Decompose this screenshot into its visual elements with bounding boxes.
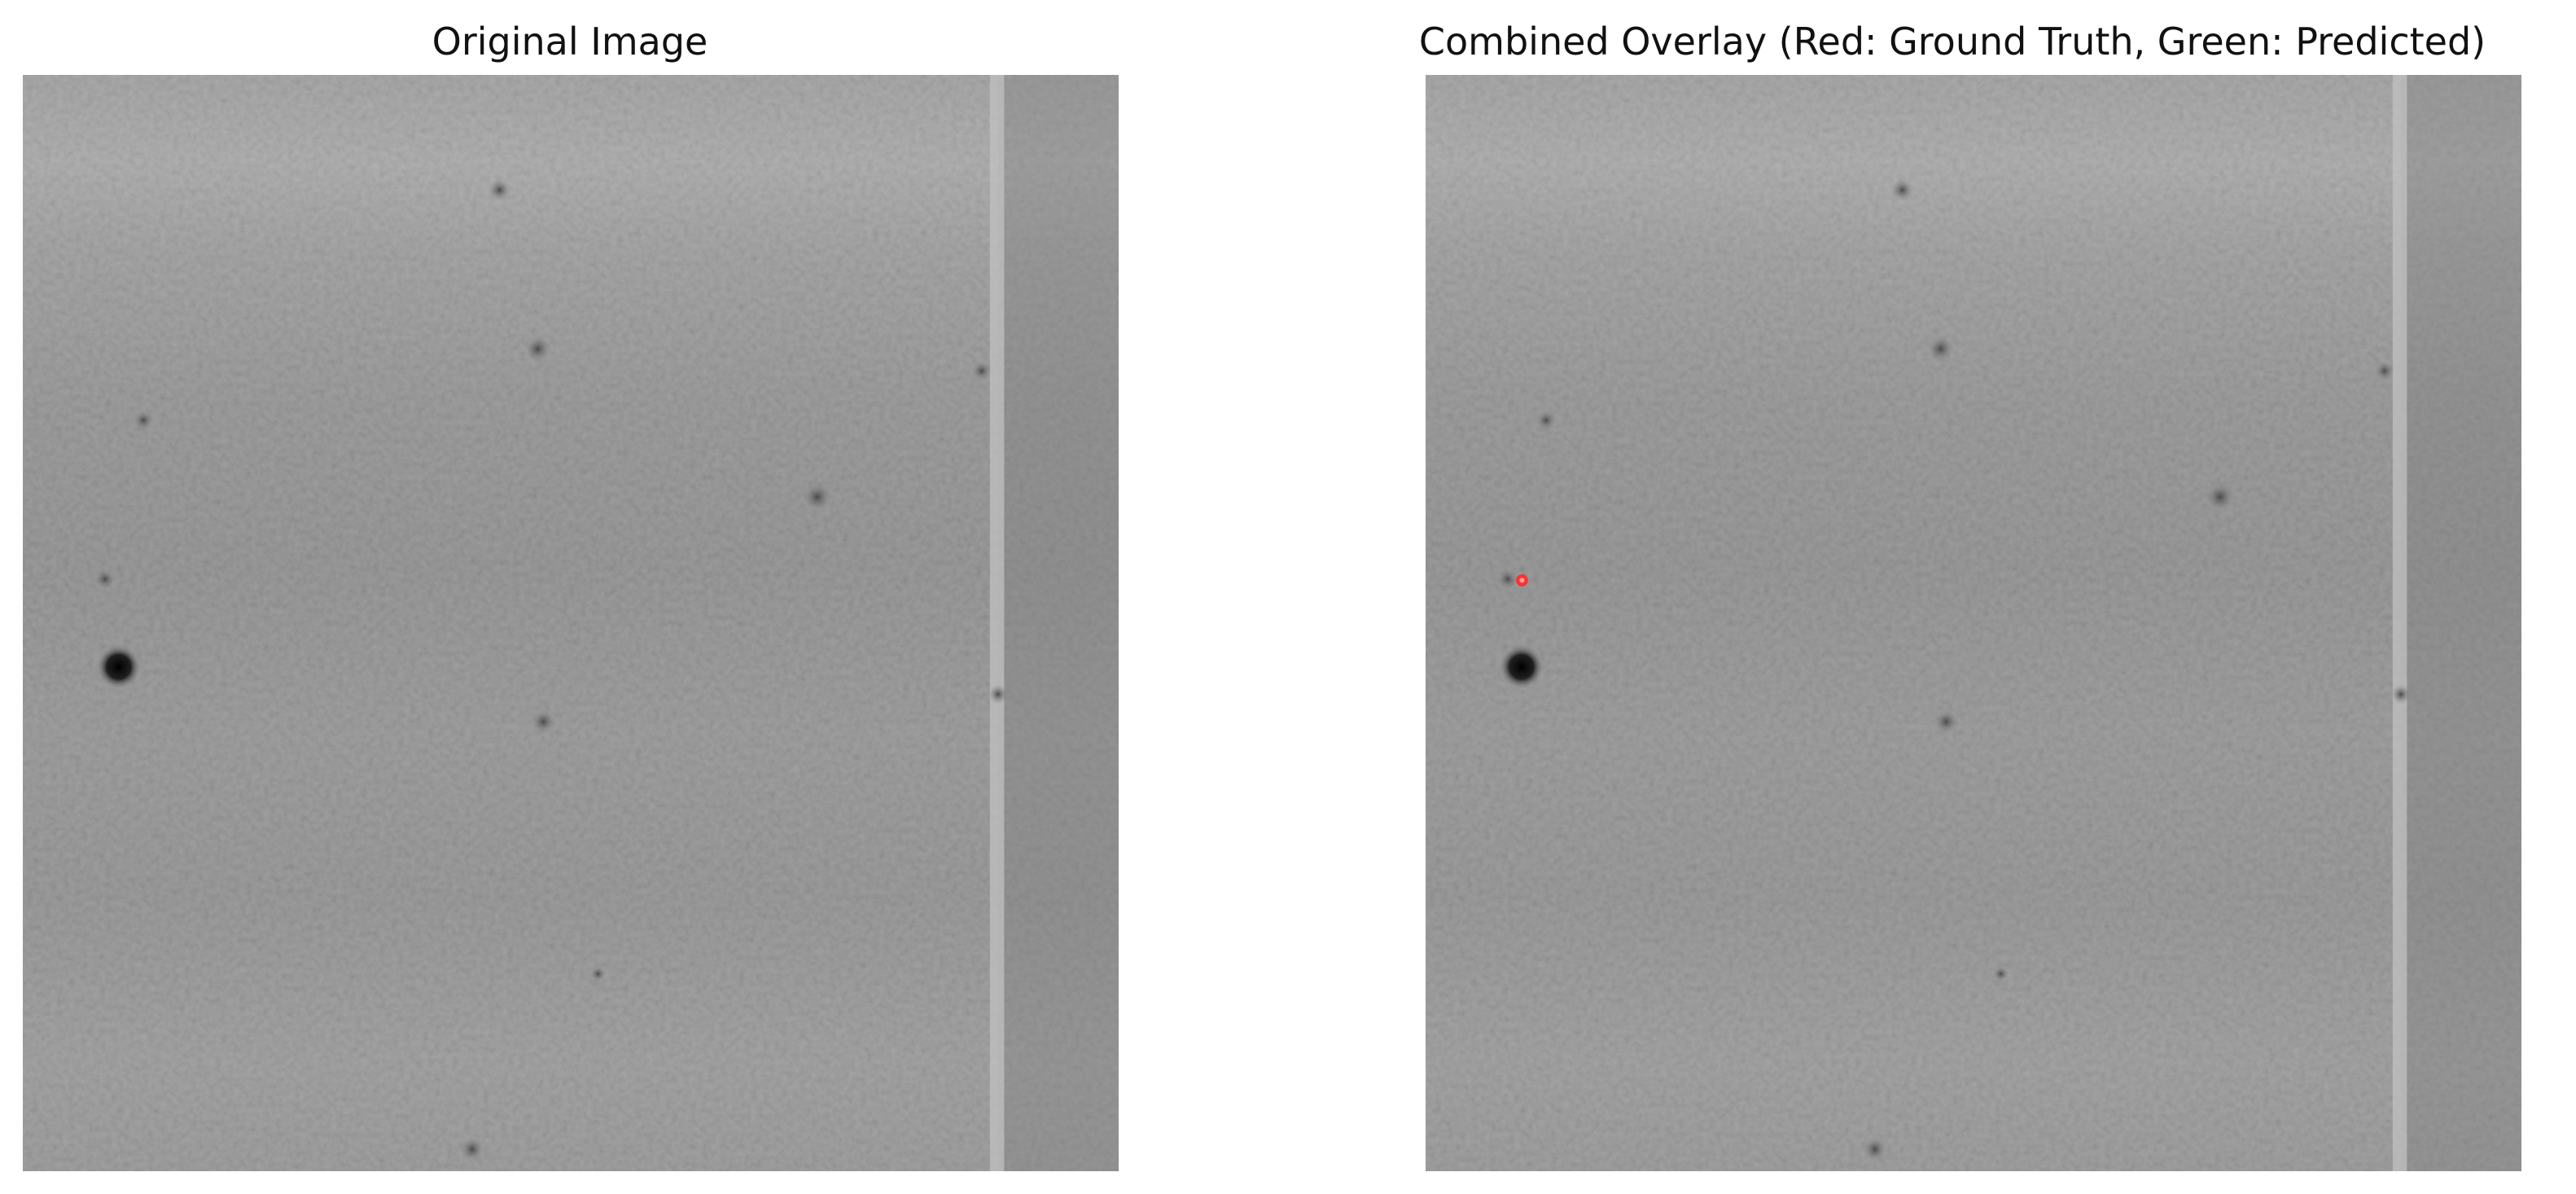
dark-source-blob <box>96 644 141 689</box>
vertical-bright-streak <box>989 75 1005 1171</box>
original-image-panel <box>23 75 1119 1171</box>
ground-truth-marker-center <box>1519 577 1525 583</box>
overlay-image-panel <box>1426 75 2521 1171</box>
original-image <box>23 75 1119 1171</box>
original-image-title: Original Image <box>432 20 708 64</box>
vertical-bright-streak <box>2392 75 2407 1171</box>
dark-source-blob <box>1499 644 1544 689</box>
overlay-image <box>1426 75 2521 1171</box>
overlay-image-title: Combined Overlay (Red: Ground Truth, Gre… <box>1418 20 2486 64</box>
